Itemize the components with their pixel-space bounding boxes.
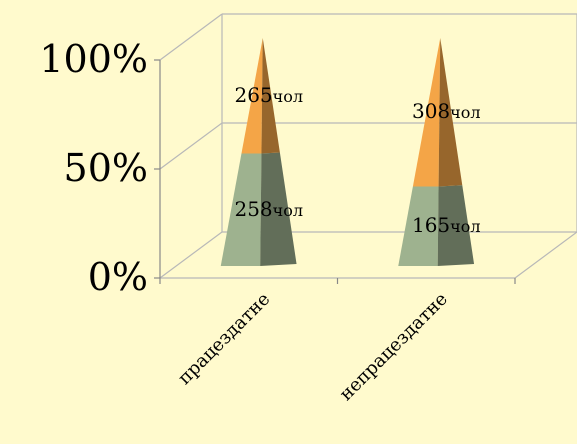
data-label: 265чол (234, 83, 303, 107)
gridline-side (159, 13, 223, 61)
y-tick-label: 100% (39, 37, 148, 81)
category-label: непрацездатне (336, 289, 452, 405)
pyramid-front-segment (241, 38, 263, 154)
data-label: 308чол (412, 99, 481, 123)
data-label: 258чол (234, 197, 303, 221)
data-label: 165чол (412, 213, 481, 237)
pyramid-front-segment (220, 153, 262, 266)
pyramid-side-segment (438, 38, 463, 187)
pyramid-side-segment (261, 38, 280, 154)
gridline-side (159, 122, 223, 170)
pyramid-side-segment (260, 152, 297, 266)
y-tick-label: 50% (64, 146, 148, 190)
pyramid-front-segment (412, 38, 441, 187)
pyramid-front-segment (398, 186, 439, 266)
gridline-side (159, 231, 223, 279)
floor-edge (514, 231, 577, 279)
category-label: працездатне (174, 289, 274, 389)
pyramid-side-segment (437, 185, 475, 266)
y-tick-label: 0% (88, 255, 148, 299)
